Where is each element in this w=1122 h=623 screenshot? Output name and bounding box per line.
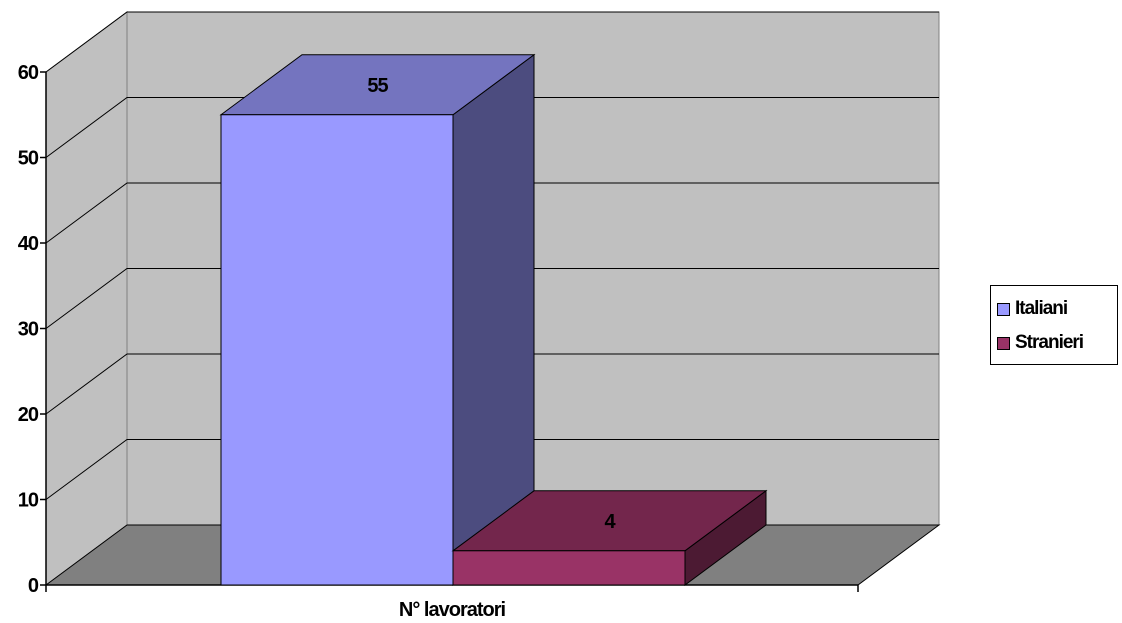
labels: 55 4 — [367, 75, 617, 533]
y-tick-label-20: 20 — [18, 404, 39, 426]
legend-item-stranieri: Stranieri — [997, 326, 1117, 360]
gridline-20 — [45, 353, 939, 415]
bar-stranieri — [452, 550, 686, 586]
y-tick-label-40: 40 — [18, 233, 39, 255]
legend: Italiani Stranieri — [990, 285, 1118, 365]
bar-italiani — [220, 114, 454, 586]
gridline-60 — [45, 11, 939, 73]
legend-swatch-stranieri — [997, 336, 1010, 350]
axes: 0 10 20 30 40 50 60 N° lavoratori — [18, 62, 859, 621]
bars — [219, 53, 768, 586]
gridline-10 — [45, 439, 939, 500]
y-tick-label-0: 0 — [28, 575, 39, 597]
legend-swatch-italiani — [997, 302, 1010, 316]
y-tick-label-30: 30 — [18, 319, 39, 341]
y-tick-label-50: 50 — [18, 148, 39, 170]
gridline-40 — [45, 182, 939, 244]
legend-label-italiani: Italiani — [1015, 298, 1068, 319]
data-label-stranieri: 4 — [604, 511, 616, 533]
gridline-50 — [45, 97, 939, 158]
x-tick-label: N° lavoratori — [399, 599, 506, 621]
gridlines — [45, 11, 939, 500]
legend-label-stranieri: Stranieri — [1015, 332, 1084, 353]
y-tick-label-60: 60 — [18, 62, 39, 84]
gridline-30 — [45, 268, 939, 329]
data-label-italiani: 55 — [367, 75, 388, 97]
y-tick-label-10: 10 — [18, 490, 39, 512]
legend-item-italiani: Italiani — [997, 292, 1117, 326]
